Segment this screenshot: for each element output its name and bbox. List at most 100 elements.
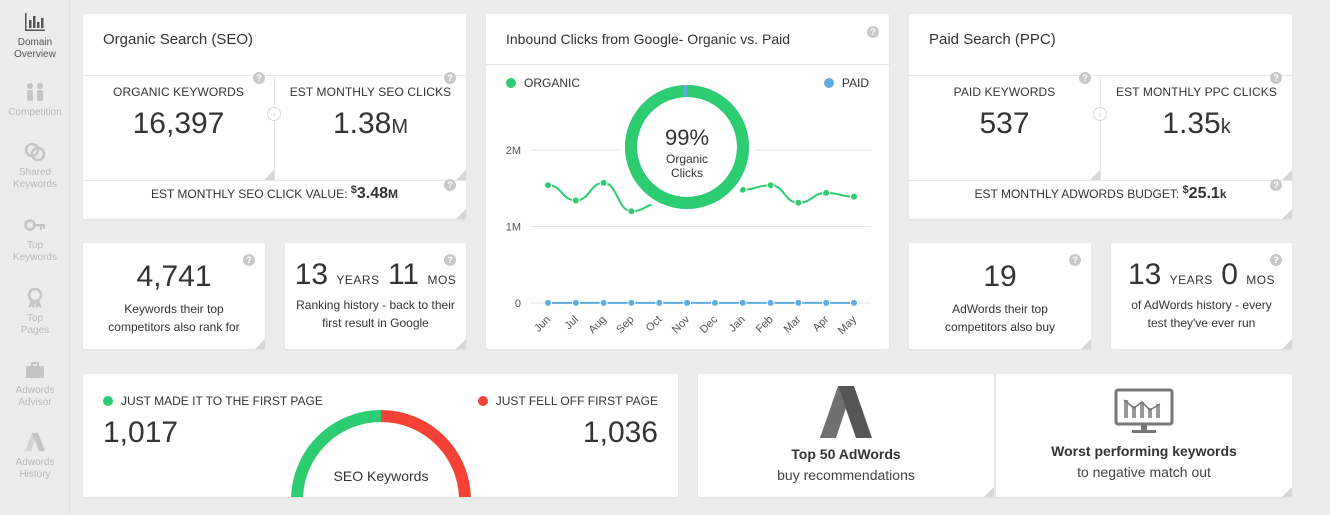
data-point-paid[interactable] <box>655 298 664 307</box>
corner-fold <box>1282 170 1292 180</box>
sidebar: Domain Overview Competition Shared Keyword… <box>0 0 70 515</box>
divider <box>486 64 889 65</box>
help-icon[interactable]: ? <box>867 26 879 38</box>
sidebar-item-adwords-advisor[interactable]: Adwords Advisor <box>0 358 70 409</box>
data-point-paid[interactable] <box>710 298 719 307</box>
help-icon[interactable]: ? <box>444 179 456 191</box>
help-icon[interactable]: ? <box>444 72 456 84</box>
worst-keywords-title: Worst performing keywords <box>1051 443 1237 459</box>
help-icon[interactable]: ? <box>444 254 456 266</box>
data-point-organic[interactable] <box>571 196 580 205</box>
top-adwords-title: Top 50 AdWords <box>791 446 901 462</box>
data-point-paid[interactable] <box>738 298 747 307</box>
data-point-paid[interactable] <box>766 298 775 307</box>
corner-fold <box>1282 487 1292 497</box>
data-point-organic[interactable] <box>794 198 803 207</box>
just-fell-off-label: JUST FELL OFF FIRST PAGE <box>477 394 658 408</box>
paid-keywords-value: 537 <box>979 107 1030 140</box>
corner-fold <box>1282 339 1292 349</box>
seo-clicks-label: EST MONTHLY SEO CLICKS <box>289 85 452 99</box>
competitor-keywords-desc: Keywords their top competitors also rank … <box>108 302 240 334</box>
help-icon[interactable]: ? <box>1069 254 1081 266</box>
top-adwords-subtitle: buy recommendations <box>777 467 915 483</box>
competitor-keywords-value: 4,741 <box>136 260 212 293</box>
corner-fold <box>456 339 466 349</box>
corner-fold <box>984 487 994 497</box>
data-point-paid[interactable] <box>627 298 636 307</box>
data-point-paid[interactable] <box>794 298 803 307</box>
data-point-paid[interactable] <box>850 298 858 307</box>
seo-clicks-value: 1.38M <box>332 107 409 140</box>
first-page-movement-card: JUST MADE IT TO THE FIRST PAGE 1,017 JUS… <box>83 374 678 497</box>
ranking-history-card[interactable]: ? 13 YEARS 11 MOS Ranking history - back… <box>285 243 466 349</box>
worst-keywords-card[interactable]: Worst performing keywords to negative ma… <box>996 374 1292 497</box>
divider <box>1100 75 1101 180</box>
data-point-paid[interactable] <box>544 298 552 307</box>
adwords-budget-value: EST MONTHLY ADWORDS BUDGET: $25.1k <box>974 184 1227 202</box>
data-point-organic[interactable] <box>850 192 858 201</box>
paid-keywords-label: PAID KEYWORDS <box>953 85 1056 99</box>
data-point-paid[interactable] <box>599 298 608 307</box>
data-point-organic[interactable] <box>766 181 775 190</box>
donut-label: Organic <box>666 152 708 166</box>
sidebar-item-top-pages[interactable]: Top Pages <box>0 286 70 337</box>
inbound-card-title: Inbound Clicks from Google- Organic vs. … <box>506 31 791 47</box>
data-point-organic[interactable] <box>627 207 636 216</box>
x-tick-label: Nov <box>670 313 693 336</box>
data-point-paid[interactable] <box>571 298 580 307</box>
briefcase-icon <box>26 362 44 378</box>
inbound-clicks-card: Inbound Clicks from Google- Organic vs. … <box>486 14 889 349</box>
adwords-icon <box>25 433 45 451</box>
seo-keywords-gauge <box>291 410 471 497</box>
x-tick-label: Feb <box>754 314 776 336</box>
help-icon[interactable]: ? <box>1270 254 1282 266</box>
help-icon[interactable]: ? <box>1270 72 1282 84</box>
data-point-paid[interactable] <box>683 298 692 307</box>
ppc-clicks-value: 1.35k <box>1162 107 1231 140</box>
x-tick-label: Jul <box>563 314 581 332</box>
sidebar-item-label: Adwords History <box>15 457 55 480</box>
ppc-clicks-label: EST MONTHLY PPC CLICKS <box>1116 85 1277 99</box>
help-icon[interactable]: ? <box>243 254 255 266</box>
just-fell-off-value: 1,036 <box>582 416 658 449</box>
sidebar-item-top-keywords[interactable]: Top Keywords <box>0 213 70 264</box>
sidebar-item-label: Domain Overview <box>14 37 56 60</box>
x-tick-label: May <box>836 313 860 337</box>
competitor-keywords-card[interactable]: ? 4,741 Keywords their top competitors al… <box>83 243 265 349</box>
ranking-history-desc: Ranking history - back to their first res… <box>296 298 455 330</box>
top-adwords-card[interactable]: Top 50 AdWords buy recommendations <box>698 374 994 497</box>
data-point-organic[interactable] <box>599 178 608 187</box>
arrow-right-icon[interactable]: › <box>1093 107 1107 121</box>
help-icon[interactable]: ? <box>1079 72 1091 84</box>
sidebar-item-adwords-history[interactable]: Adwords History <box>0 430 70 481</box>
legend-organic: ORGANIC <box>506 76 580 90</box>
arrow-right-icon[interactable]: › <box>267 107 281 121</box>
sidebar-item-label: Competition <box>8 107 62 118</box>
seo-click-value: EST MONTHLY SEO CLICK VALUE: $3.48M <box>150 184 399 202</box>
help-icon[interactable]: ? <box>1270 179 1282 191</box>
gauge-made-segment <box>291 410 382 497</box>
y-tick-label: 1M <box>506 222 521 234</box>
y-tick-label: 2M <box>506 145 521 157</box>
ppc-summary-card: Paid Search (PPC) ? PAID KEYWORDS 537 › … <box>909 14 1292 219</box>
competitor-adwords-card[interactable]: ? 19 AdWords their top competitors also b… <box>909 243 1091 349</box>
monitor-chart-icon <box>1114 388 1174 433</box>
data-point-organic[interactable] <box>544 181 552 190</box>
worst-keywords-subtitle: to negative match out <box>1077 464 1211 480</box>
just-made-first-page-value: 1,017 <box>103 416 179 449</box>
help-icon[interactable]: ? <box>253 72 265 84</box>
gauge-fell-segment <box>380 410 471 497</box>
seo-keywords-gauge-label: SEO Keywords <box>333 468 429 484</box>
sidebar-item-label: Top Keywords <box>13 240 57 263</box>
competition-icon <box>27 83 43 101</box>
bar-chart-icon <box>25 13 45 31</box>
x-tick-label: Sep <box>614 314 636 336</box>
data-point-paid[interactable] <box>822 298 831 307</box>
data-point-organic[interactable] <box>822 188 831 197</box>
donut-backdrop <box>619 79 755 215</box>
ribbon-icon <box>27 287 43 309</box>
sidebar-item-shared-keywords[interactable]: Shared Keywords <box>0 140 70 191</box>
adwords-history-card[interactable]: ? 13 YEARS 0 MOS of AdWords history - ev… <box>1111 243 1292 349</box>
sidebar-item-competition[interactable]: Competition <box>0 80 70 119</box>
sidebar-item-domain-overview[interactable]: Domain Overview <box>0 10 70 61</box>
